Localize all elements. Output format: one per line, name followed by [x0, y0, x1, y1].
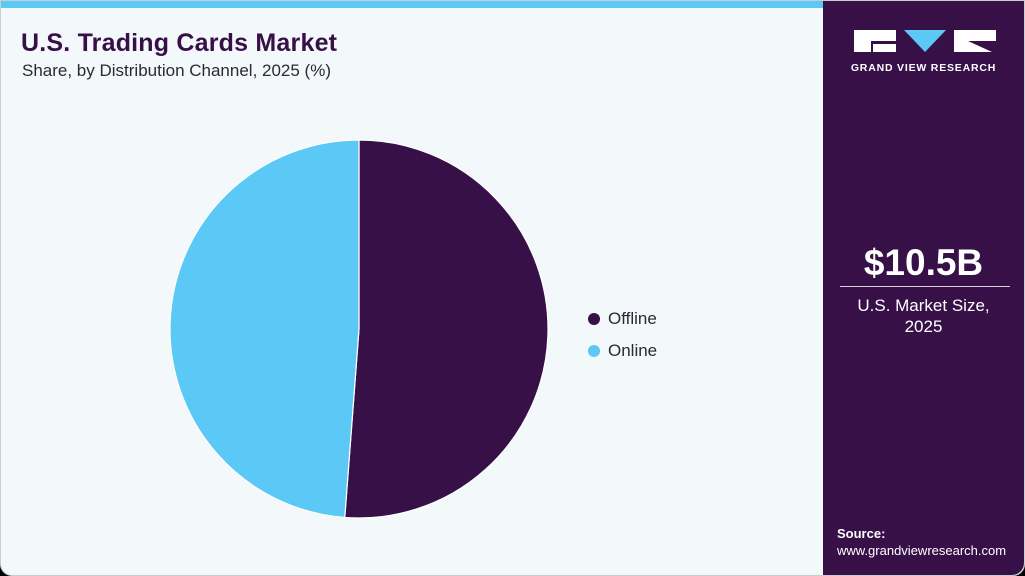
- divider: [840, 286, 1010, 287]
- brand-name: GRAND VIEW RESEARCH: [850, 62, 997, 74]
- accent-bar: [1, 1, 823, 8]
- pie-slice-online: [169, 139, 360, 519]
- caption-line-2: 2025: [904, 317, 943, 336]
- pie-chart: [169, 139, 549, 519]
- legend-item-offline: Offline: [588, 303, 657, 335]
- caption-line-1: U.S. Market Size,: [857, 296, 990, 315]
- legend-dot-icon: [588, 313, 600, 325]
- market-size-caption: U.S. Market Size, 2025: [823, 295, 1024, 337]
- legend-label: Offline: [608, 309, 657, 328]
- chart-subtitle: Share, by Distribution Channel, 2025 (%): [22, 61, 331, 80]
- sidebar-panel: GRAND VIEW RESEARCH $10.5B U.S. Market S…: [823, 1, 1024, 575]
- legend: Offline Online: [588, 303, 657, 367]
- legend-dot-icon: [588, 345, 600, 357]
- chart-title: U.S. Trading Cards Market: [21, 29, 338, 57]
- legend-item-online: Online: [588, 335, 657, 367]
- source-label: Source:: [837, 526, 886, 541]
- legend-label: Online: [608, 341, 658, 360]
- gvr-logo-icon: [854, 30, 996, 52]
- source-link[interactable]: www.grandviewresearch.com: [837, 543, 1007, 558]
- pie-slice-offline: [344, 139, 549, 519]
- market-size-value: $10.5B: [863, 242, 984, 283]
